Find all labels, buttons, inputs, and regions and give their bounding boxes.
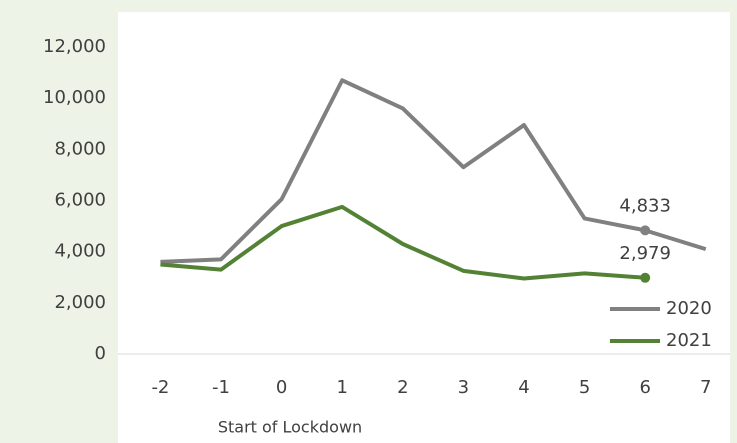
y-tick-label: 2,000 [54,292,106,313]
x-tick-label: 1 [336,377,347,398]
x-axis-label: Start of Lockdown [218,418,362,437]
x-tick-label: -2 [151,377,169,398]
data-label: 4,833 [619,195,671,216]
marker [640,272,651,283]
line [160,78,707,264]
x-tick-label: -1 [212,377,230,398]
legend-label: 2020 [666,298,712,319]
y-tick-label: 0 [95,343,106,364]
x-tick-label: 4 [518,377,529,398]
x-tick-label: 6 [639,377,650,398]
y-tick-label: 4,000 [54,241,106,262]
x-tick-label: 5 [579,377,590,398]
y-tick-label: 10,000 [43,87,106,108]
legend-label: 2021 [666,330,712,351]
x-tick-label: 2 [397,377,408,398]
line [160,204,646,281]
x-tick-label: 3 [458,377,469,398]
x-tick-label: 7 [700,377,711,398]
x-tick-label: 0 [276,377,287,398]
marker [640,225,651,236]
y-tick-label: 6,000 [54,190,106,211]
data-label: 2,979 [619,243,671,264]
y-tick-label: 12,000 [43,36,106,57]
y-tick-label: 8,000 [54,138,106,159]
